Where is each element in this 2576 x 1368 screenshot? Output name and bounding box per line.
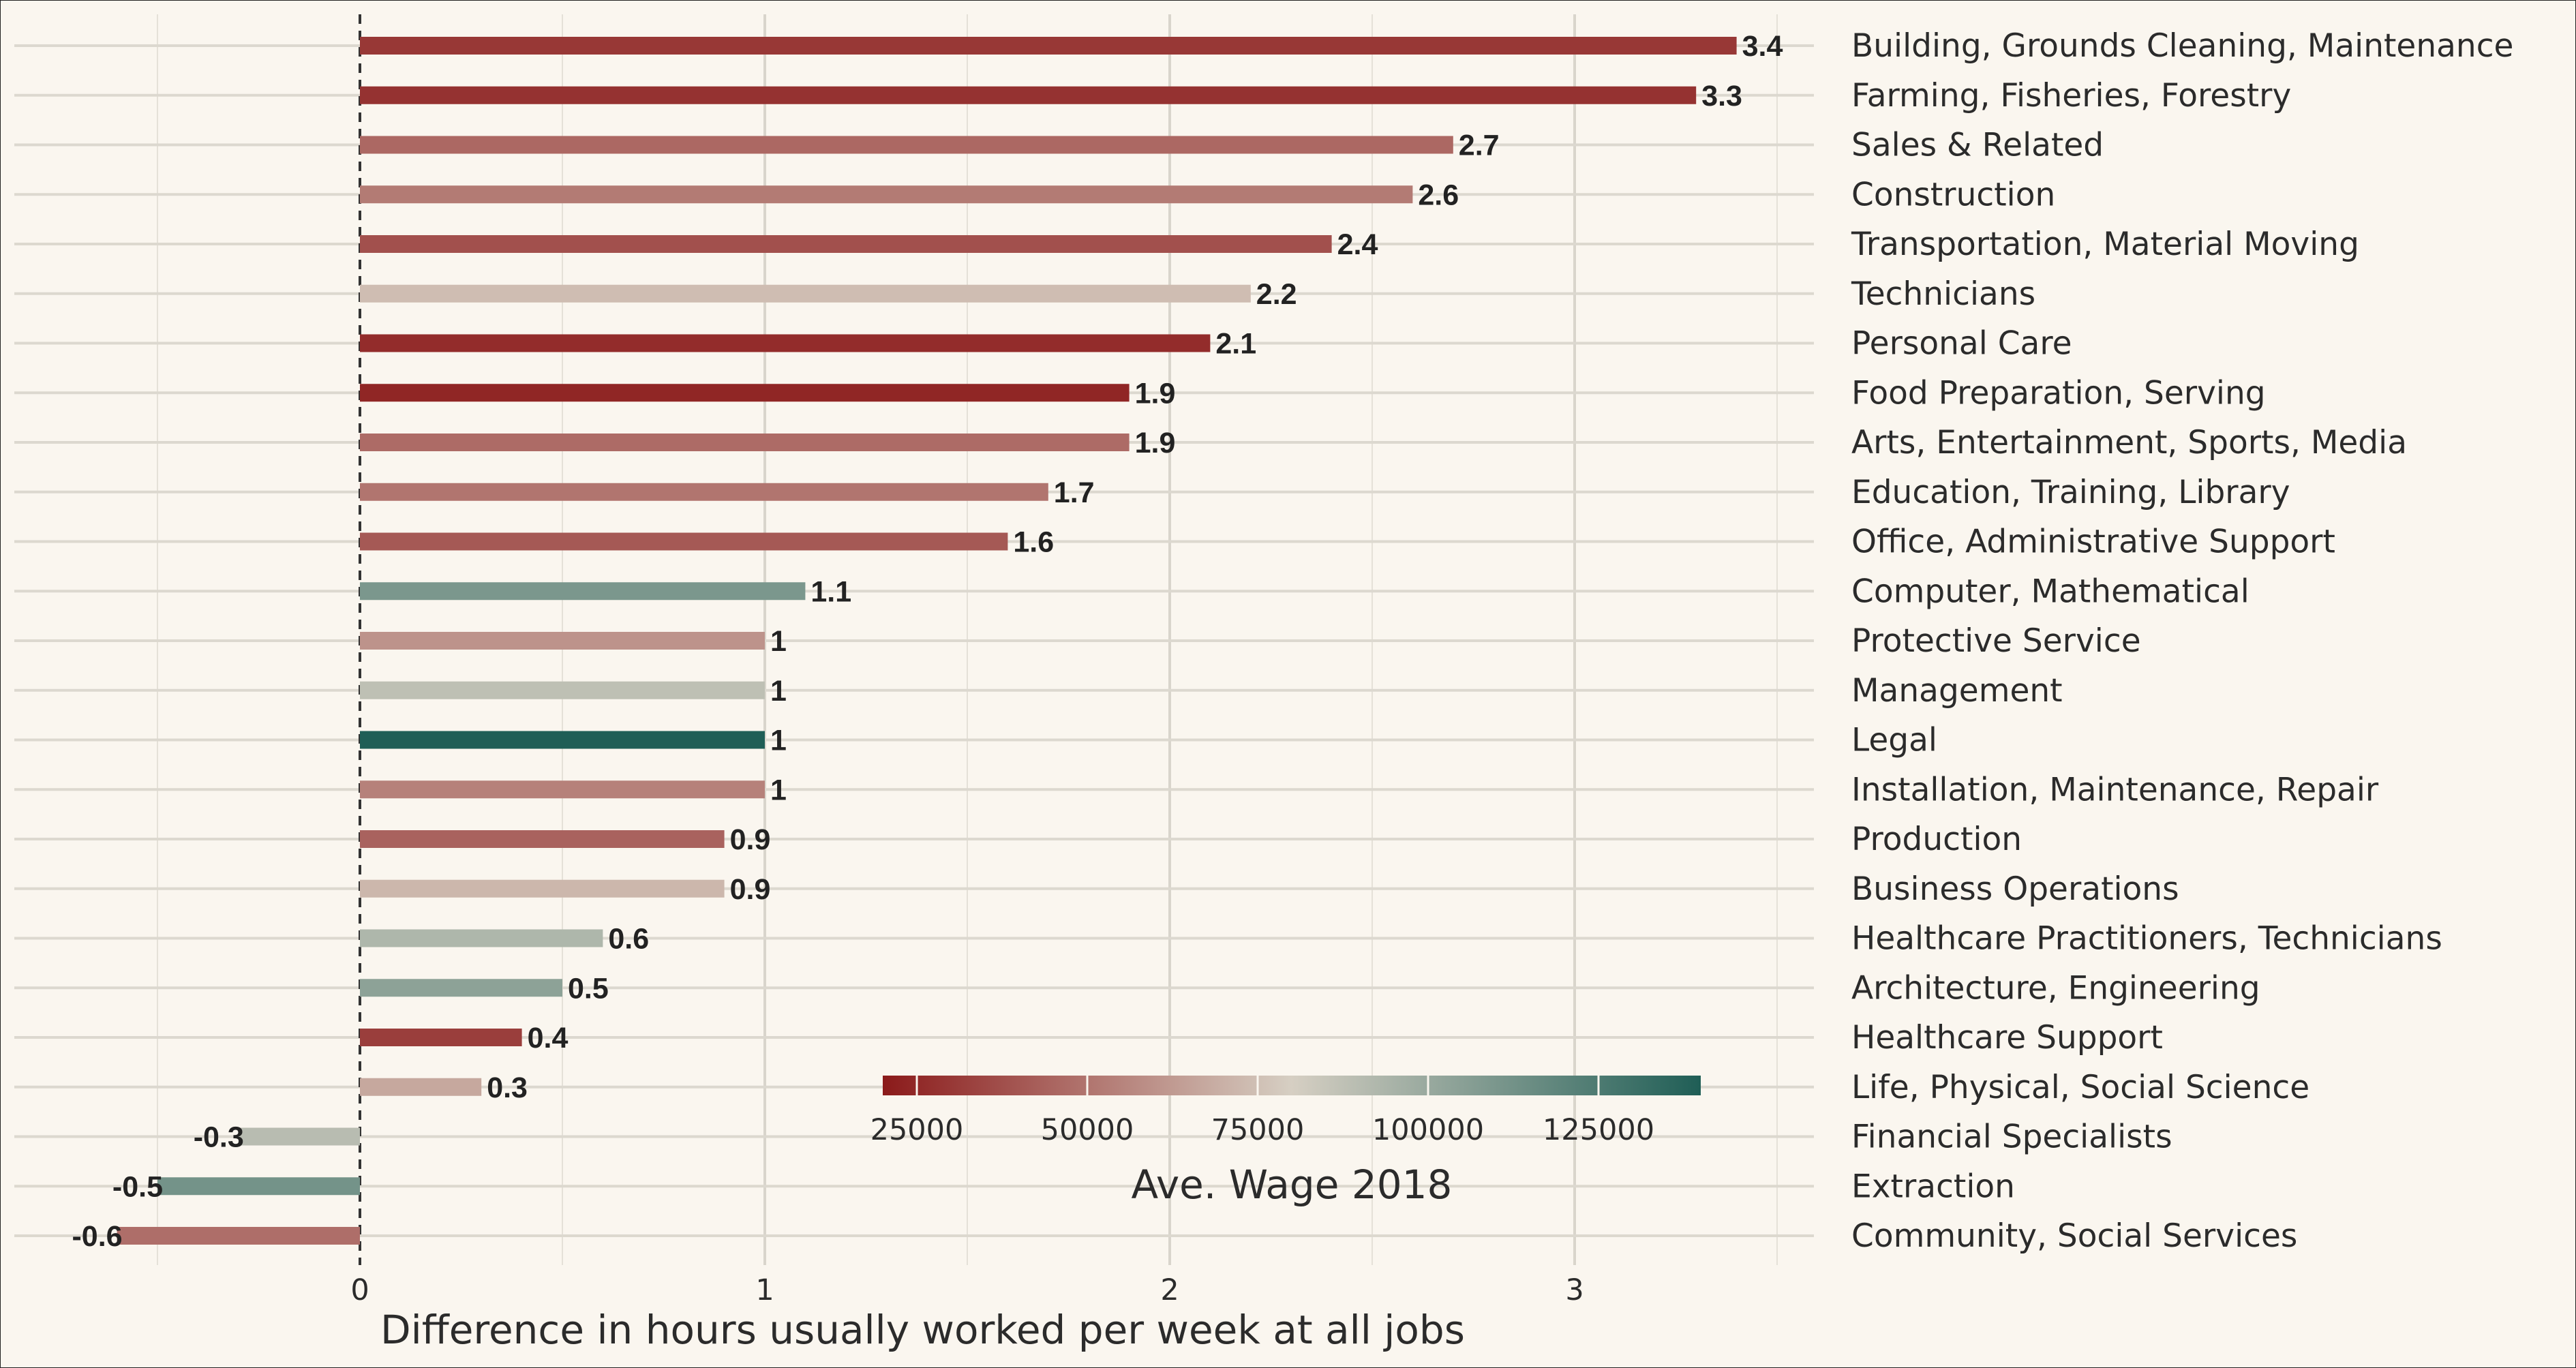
x-axis: Difference in hours usually worked per w… (350, 1273, 1584, 1353)
bar (360, 185, 1413, 204)
bar (360, 780, 765, 799)
data-label: 2.2 (1256, 278, 1297, 311)
category-label: Protective Service (1851, 622, 2141, 660)
category-label: Life, Physical, Social Science (1851, 1069, 2309, 1106)
category-label: Arts, Entertainment, Sports, Media (1851, 424, 2407, 461)
bar (360, 582, 806, 601)
bar (360, 334, 1211, 352)
legend-title: Ave. Wage 2018 (1132, 1161, 1453, 1208)
category-label: Farming, Fisheries, Forestry (1851, 77, 2291, 115)
data-label: 1.6 (1013, 526, 1054, 559)
category-label: Production (1851, 821, 2022, 858)
x-tick-label: 3 (1565, 1273, 1584, 1307)
category-label: Community, Social Services (1851, 1217, 2297, 1255)
data-label: -0.6 (72, 1220, 122, 1253)
data-label: 0.4 (528, 1022, 569, 1054)
bar (360, 284, 1251, 303)
bar (360, 37, 1737, 55)
data-label: 1.9 (1135, 377, 1176, 410)
data-label: 1 (770, 625, 787, 658)
bar (238, 1127, 360, 1146)
category-label: Healthcare Practitioners, Technicians (1851, 920, 2442, 958)
data-label: 0.6 (608, 923, 649, 956)
legend-ticks: 25000 50000 75000 100000 125000 (870, 1076, 1654, 1147)
bars-layer (117, 37, 1737, 1245)
bar (360, 483, 1048, 501)
data-label: 1 (770, 675, 787, 708)
category-label: Extraction (1851, 1168, 2015, 1205)
legend-tick-label: 100000 (1372, 1113, 1484, 1147)
data-label: 2.4 (1337, 228, 1378, 261)
bar (360, 979, 562, 997)
category-label: Healthcare Support (1851, 1019, 2163, 1057)
x-tick-label: 2 (1160, 1273, 1179, 1307)
bar (360, 731, 765, 749)
data-label: 0.9 (730, 873, 771, 906)
data-label: 1.1 (810, 575, 851, 608)
bar (360, 1078, 482, 1096)
x-tick-label: 0 (350, 1273, 369, 1307)
x-tick-label: 1 (755, 1273, 774, 1307)
data-label: -0.5 (112, 1170, 163, 1203)
data-label: 2.6 (1418, 179, 1459, 211)
bar (360, 136, 1453, 154)
bar (157, 1177, 360, 1196)
category-label: Legal (1851, 722, 1937, 759)
category-label: Construction (1851, 176, 2055, 213)
bar (360, 681, 765, 699)
data-label: 3.3 (1701, 80, 1742, 112)
legend-tick-label: 25000 (870, 1113, 964, 1147)
category-label: Personal Care (1851, 325, 2072, 363)
bar (360, 879, 725, 898)
data-label: 0.3 (487, 1071, 528, 1104)
bar (360, 632, 765, 650)
data-label: 1.9 (1135, 427, 1176, 459)
category-label: Business Operations (1851, 870, 2179, 908)
data-label: 1 (770, 725, 787, 757)
bar (360, 830, 725, 848)
bar (360, 434, 1130, 451)
category-label: Building, Grounds Cleaning, Maintenance (1851, 27, 2513, 65)
data-label: 1.7 (1054, 476, 1095, 509)
bar (360, 1029, 522, 1046)
bar (360, 235, 1332, 253)
category-label: Food Preparation, Serving (1851, 374, 2266, 412)
bar (117, 1227, 360, 1245)
data-label: -0.3 (194, 1121, 244, 1154)
category-label: Architecture, Engineering (1851, 969, 2260, 1007)
category-label: Education, Training, Library (1851, 474, 2290, 511)
category-label: Financial Specialists (1851, 1119, 2172, 1156)
category-label: Computer, Mathematical (1851, 573, 2249, 610)
legend-tick-label: 125000 (1543, 1113, 1654, 1147)
color-legend: 25000 50000 75000 100000 125000 Ave. Wage 20… (870, 1076, 1701, 1208)
category-label: Transportation, Material Moving (1851, 226, 2359, 263)
data-label: 2.7 (1459, 130, 1500, 162)
labels-layer: 3.4 Building, Grounds Cleaning, Maintenan… (72, 27, 2513, 1255)
x-axis-title: Difference in hours usually worked per w… (380, 1307, 1465, 1353)
data-label: 3.4 (1742, 30, 1783, 63)
bar (360, 532, 1008, 551)
category-label: Technicians (1851, 275, 2035, 313)
category-label: Sales & Related (1851, 127, 2104, 164)
bar (360, 384, 1130, 402)
data-label: 0.9 (730, 823, 771, 856)
data-label: 0.5 (568, 972, 609, 1005)
category-label: Installation, Maintenance, Repair (1851, 771, 2379, 808)
category-label: Office, Administrative Support (1851, 523, 2335, 561)
category-label: Management (1851, 672, 2063, 710)
data-label: 1 (770, 774, 787, 806)
bar (360, 86, 1697, 104)
legend-tick-label: 75000 (1211, 1113, 1305, 1147)
data-label: 2.1 (1215, 328, 1256, 361)
legend-colorbar (883, 1076, 1701, 1095)
legend-tick-label: 50000 (1041, 1113, 1134, 1147)
bar (360, 929, 603, 947)
